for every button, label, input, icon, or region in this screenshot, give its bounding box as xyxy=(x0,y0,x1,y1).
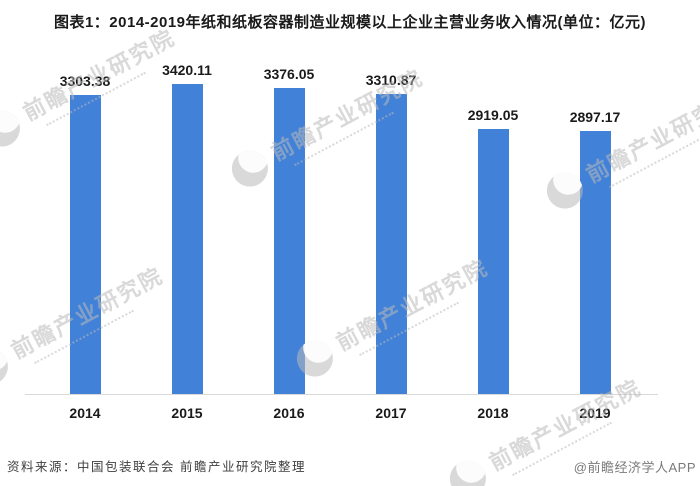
bar-value-label: 3376.05 xyxy=(263,66,315,82)
bar-group-2017: 3310.87 xyxy=(340,60,442,394)
bar-value-label: 2897.17 xyxy=(569,109,621,125)
bar-2015 xyxy=(171,84,203,394)
x-axis-line xyxy=(25,394,658,395)
qianzhan-logo-icon xyxy=(0,104,27,153)
bar-2017 xyxy=(375,94,407,394)
chart-title: 图表1：2014-2019年纸和纸板容器制造业规模以上企业主营业务收入情况(单位… xyxy=(53,14,647,31)
bar-2019 xyxy=(579,131,611,394)
credit-note: @前瞻经济学人APP xyxy=(573,460,696,475)
x-axis-label: 2016 xyxy=(273,405,305,421)
x-axis-labels: 2014 2015 2016 2017 2018 2019 xyxy=(34,405,646,421)
plot-area: 3303.38 3420.11 3376.05 3310.87 2919.05 2897.… xyxy=(34,60,646,394)
bar-group-2015: 3420.11 xyxy=(136,60,238,394)
x-axis-label: 2017 xyxy=(375,405,407,421)
bar-group-2016: 3376.05 xyxy=(238,60,340,394)
bar-group-2018: 2919.05 xyxy=(442,60,544,394)
bar-value-label: 3303.38 xyxy=(59,73,111,89)
qianzhan-logo-icon xyxy=(0,342,15,391)
bar-value-label: 3420.11 xyxy=(162,62,212,78)
source-note: 资料来源：中国包装联合会 前瞻产业研究院整理 xyxy=(7,460,306,474)
bar-2016 xyxy=(273,88,305,394)
x-axis-label: 2019 xyxy=(579,405,611,421)
x-axis-label: 2014 xyxy=(69,405,101,421)
bar-group-2014: 3303.38 xyxy=(34,60,136,394)
qianzhan-logo-icon xyxy=(443,454,493,486)
bar-2018 xyxy=(477,129,509,394)
x-axis-label: 2015 xyxy=(171,405,203,421)
bar-value-label: 3310.87 xyxy=(365,72,417,88)
bar-value-label: 2919.05 xyxy=(467,107,519,123)
x-axis-label: 2018 xyxy=(477,405,509,421)
bar-2014 xyxy=(69,95,101,394)
bar-group-2019: 2897.17 xyxy=(544,60,646,394)
